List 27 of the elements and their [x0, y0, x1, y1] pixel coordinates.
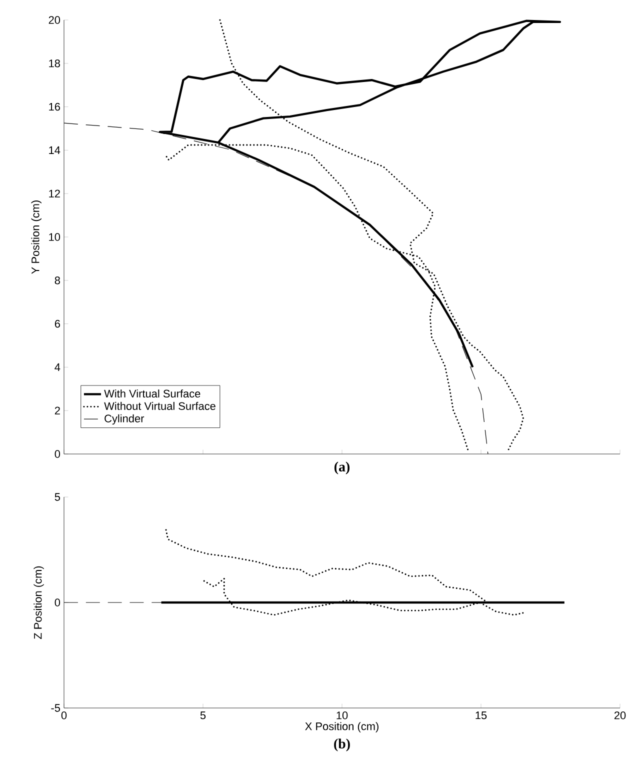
y-tick-label: 5: [54, 493, 60, 501]
x-axis-title: X Position (cm): [304, 722, 378, 732]
x-tick-label: 15: [476, 712, 486, 720]
text: (a): [334, 462, 350, 474]
legend-label: With Virtual Surface: [104, 389, 200, 398]
y-tick-label: 12: [48, 190, 60, 198]
legend-label: Without Virtual Surface: [104, 402, 216, 410]
y-tick-label: 2: [54, 406, 60, 414]
x-tick-label: 20: [614, 712, 626, 720]
y-tick-label: 16: [48, 102, 60, 111]
x-tick-label: 0: [61, 712, 66, 720]
text: (b): [334, 738, 350, 752]
y-tick-label: 0: [54, 450, 60, 458]
y-tick-label: 18: [48, 60, 60, 68]
x-tick-label: 10: [336, 712, 348, 720]
legend-label: Cylinder: [104, 414, 144, 425]
y-axis-title: Y Position (cm): [31, 200, 42, 274]
y-tick-label: 8: [54, 276, 60, 284]
y-tick-label: 10: [48, 233, 60, 241]
y-axis-title: Z Position (cm): [33, 566, 44, 639]
y-tick-label: 6: [54, 320, 60, 328]
y-tick-label: 4: [54, 363, 60, 371]
x-tick-label: 5: [200, 712, 206, 720]
y-tick-label: 14: [48, 146, 60, 154]
y-tick-label: 0: [54, 598, 60, 606]
y-tick-label: -5: [51, 704, 60, 712]
y-tick-label: 20: [48, 16, 60, 24]
